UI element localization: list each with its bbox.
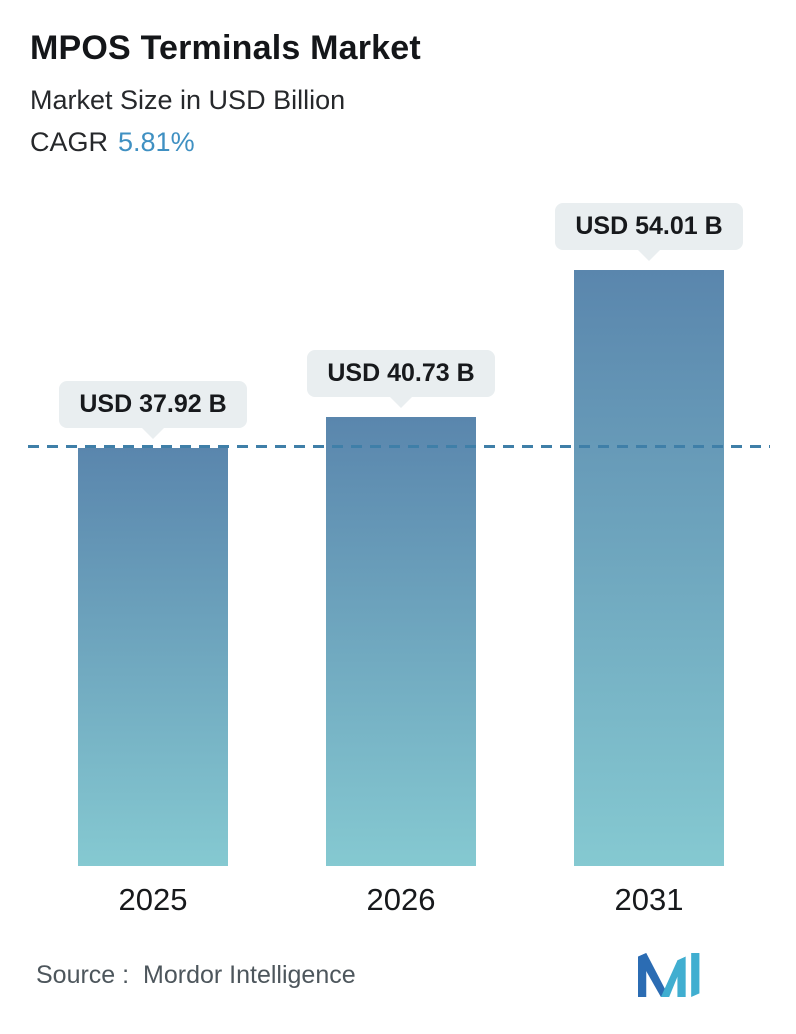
source-value: Mordor Intelligence [143, 960, 356, 989]
chart-footer: Source : Mordor Intelligence [0, 926, 796, 1034]
bar-chart: USD 37.92 B 2025 USD 40.73 B 2026 USD 54… [0, 186, 796, 926]
value-label-text: USD 40.73 B [327, 359, 475, 387]
bar-group-2025: USD 37.92 B 2025 [59, 381, 247, 926]
label-caret [141, 427, 165, 439]
label-caret [389, 396, 413, 408]
source-attribution: Source : Mordor Intelligence [36, 961, 356, 990]
x-axis-label-2025: 2025 [118, 882, 188, 917]
label-caret [637, 249, 661, 261]
x-axis-label-2026: 2026 [366, 882, 436, 917]
cagr-label: CAGR [30, 127, 109, 157]
chart-subtitle: Market Size in USD Billion [30, 85, 346, 115]
x-axis-label-2031: 2031 [614, 882, 684, 917]
mordor-intelligence-logo [638, 953, 700, 997]
value-label-2031: USD 54.01 B [555, 203, 743, 261]
source-label: Source : [36, 960, 130, 989]
cagr-value: 5.81% [118, 127, 195, 157]
cagr-row: CAGR 5.81% [30, 126, 766, 158]
bar-group-2026: USD 40.73 B 2026 [307, 350, 495, 926]
bar-group-2031: USD 54.01 B 2031 [555, 203, 743, 926]
bar-2026 [326, 417, 476, 866]
bar-2025 [78, 448, 228, 866]
value-label-text: USD 54.01 B [575, 212, 723, 240]
chart-title: MPOS Terminals Market [30, 29, 421, 67]
value-label-2026: USD 40.73 B [307, 350, 495, 408]
chart-header: MPOS Terminals Market Market Size in USD… [0, 0, 796, 158]
value-label-2025: USD 37.92 B [59, 381, 247, 439]
value-label-text: USD 37.92 B [79, 390, 227, 418]
bar-2031 [574, 270, 724, 866]
